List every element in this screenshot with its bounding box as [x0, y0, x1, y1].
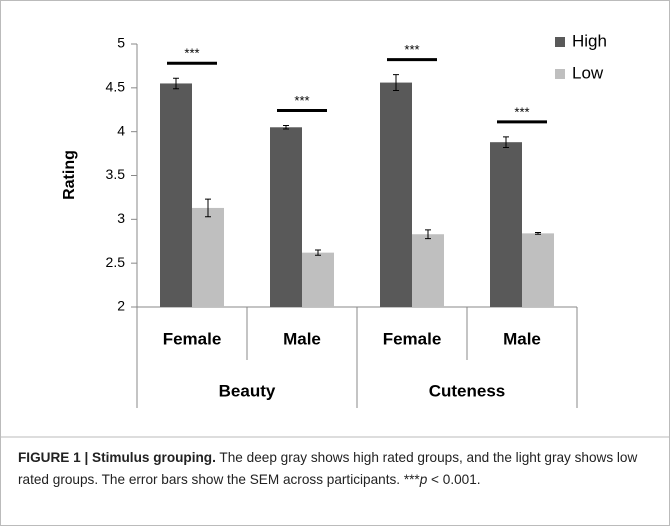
y-tick-label: 4.5: [106, 79, 126, 95]
legend-swatch: [555, 37, 565, 47]
bar: [522, 233, 554, 307]
error-bar: [503, 136, 509, 148]
y-tick-label: 4: [117, 122, 125, 138]
legend-label: High: [572, 31, 607, 50]
caption-italic: p: [419, 472, 428, 487]
caption-title: FIGURE 1 | Stimulus grouping.: [18, 450, 216, 465]
significance-label: ***: [514, 104, 529, 119]
bar: [160, 83, 192, 307]
bar: [380, 82, 412, 307]
y-tick-label: 5: [117, 35, 125, 51]
y-tick-label: 2.5: [106, 254, 126, 270]
bar: [490, 142, 522, 307]
significance-label: ***: [184, 46, 199, 61]
significance-label: ***: [294, 93, 309, 108]
x-tick-label: Male: [283, 329, 321, 348]
caption-tail: < 0.001.: [427, 472, 481, 487]
group-label: Beauty: [219, 381, 276, 400]
caption: FIGURE 1 | Stimulus grouping. The deep g…: [18, 447, 658, 491]
y-tick-label: 3.5: [106, 166, 126, 182]
legend-swatch: [555, 69, 565, 79]
bar: [412, 234, 444, 307]
legend-label: Low: [572, 63, 604, 82]
y-tick-label: 2: [117, 298, 125, 314]
caption-text: The deep gray shows high rated groups, a…: [18, 450, 638, 487]
error-bar: [535, 231, 541, 235]
error-bar: [173, 77, 179, 90]
bar: [192, 207, 224, 307]
x-tick-label: Female: [163, 329, 222, 348]
error-bar: [315, 249, 321, 256]
x-tick-label: Male: [503, 329, 541, 348]
x-tick-label: Female: [383, 329, 442, 348]
y-axis-label: Rating: [61, 150, 78, 200]
error-bar: [283, 125, 289, 130]
y-tick-label: 3: [117, 210, 125, 226]
bar: [302, 252, 334, 307]
bar: [270, 127, 302, 308]
error-bar: [425, 229, 431, 240]
error-bar: [393, 74, 399, 91]
error-bar: [205, 198, 211, 218]
group-label: Cuteness: [429, 381, 506, 400]
significance-label: ***: [404, 42, 419, 57]
